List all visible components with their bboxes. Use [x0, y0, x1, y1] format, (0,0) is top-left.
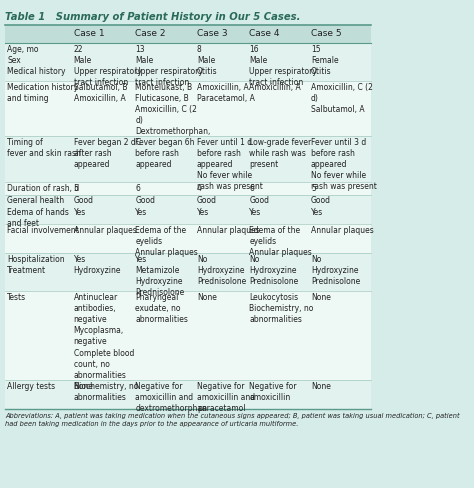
- Text: Annular plaques: Annular plaques: [73, 226, 137, 235]
- Text: None: None: [197, 293, 217, 302]
- Text: No
Hydroxyzine
Prednisolone: No Hydroxyzine Prednisolone: [311, 255, 360, 286]
- Text: Duration of rash, d: Duration of rash, d: [7, 184, 79, 193]
- Text: Medication history
and timing: Medication history and timing: [7, 83, 78, 103]
- Text: Yes
Hydroxyzine: Yes Hydroxyzine: [73, 255, 121, 275]
- Text: Leukocytosis
Biochemistry, no
abnormalities: Leukocytosis Biochemistry, no abnormalit…: [249, 293, 314, 324]
- Bar: [5, 25, 371, 43]
- Text: Amoxicillin, A
Paracetamol, A: Amoxicillin, A Paracetamol, A: [197, 83, 255, 103]
- Text: Timing of
fever and skin rash: Timing of fever and skin rash: [7, 138, 81, 158]
- Text: 13
Male
Upper respiratory
tract infection: 13 Male Upper respiratory tract infectio…: [135, 45, 203, 87]
- Text: 5: 5: [73, 184, 79, 193]
- Text: Good
Yes: Good Yes: [249, 197, 269, 217]
- Bar: [5, 182, 371, 195]
- Text: 6: 6: [135, 184, 140, 193]
- Text: Edema of the
eyelids
Annular plaques: Edema of the eyelids Annular plaques: [135, 226, 198, 257]
- Bar: [5, 291, 371, 380]
- Text: Case 4: Case 4: [249, 29, 280, 39]
- Bar: [5, 224, 371, 253]
- Text: Good
Yes: Good Yes: [135, 197, 155, 217]
- Bar: [5, 253, 371, 291]
- Text: Negative for
amoxicillin and
paracetamol: Negative for amoxicillin and paracetamol: [197, 382, 255, 413]
- Text: Table 1   Summary of Patient History in Our 5 Cases.: Table 1 Summary of Patient History in Ou…: [5, 12, 301, 22]
- Text: 6: 6: [249, 184, 254, 193]
- Text: Good
Yes: Good Yes: [197, 197, 217, 217]
- Text: 16
Male
Upper respiratory
tract infection: 16 Male Upper respiratory tract infectio…: [249, 45, 317, 87]
- Text: Salbutamol, B
Amoxicillin, A: Salbutamol, B Amoxicillin, A: [73, 83, 127, 103]
- Text: Negative for
amoxicillin and
dextromethorphan: Negative for amoxicillin and dextrometho…: [135, 382, 207, 413]
- Text: Amoxicillin, C (2
d)
Salbutamol, A: Amoxicillin, C (2 d) Salbutamol, A: [311, 83, 373, 114]
- Text: Case 1: Case 1: [73, 29, 104, 39]
- Text: 15
Female
Otitis: 15 Female Otitis: [311, 45, 338, 76]
- Text: Good
Yes: Good Yes: [311, 197, 331, 217]
- Bar: [5, 380, 371, 409]
- Text: Hospitalization
Treatment: Hospitalization Treatment: [7, 255, 65, 275]
- Text: Facial involvement: Facial involvement: [7, 226, 79, 235]
- Text: Fever began 2 d
after rash
appeared: Fever began 2 d after rash appeared: [73, 138, 136, 169]
- Text: Montelukast, B
Fluticasone, B
Amoxicillin, C (2
d)
Dextromethorphan,
C: Montelukast, B Fluticasone, B Amoxicilli…: [135, 83, 210, 147]
- Text: Edema of the
eyelids
Annular plaques: Edema of the eyelids Annular plaques: [249, 226, 312, 257]
- Text: Tests: Tests: [7, 293, 26, 302]
- Text: Case 2: Case 2: [135, 29, 166, 39]
- Text: Antinuclear
antibodies,
negative
Mycoplasma,
negative
Complete blood
count, no
a: Antinuclear antibodies, negative Mycopla…: [73, 293, 138, 402]
- Bar: [5, 43, 371, 81]
- Text: Fever began 6h
before rash
appeared: Fever began 6h before rash appeared: [135, 138, 195, 169]
- Text: Good
Yes: Good Yes: [73, 197, 94, 217]
- Text: None: None: [311, 382, 331, 391]
- Text: Abbreviations: A, patient was taking medication when the cutaneous signs appeare: Abbreviations: A, patient was taking med…: [5, 413, 460, 427]
- Bar: [5, 195, 371, 224]
- Text: Amoxicillin, A: Amoxicillin, A: [249, 83, 301, 92]
- Text: 22
Male
Upper respiratory
tract infection: 22 Male Upper respiratory tract infectio…: [73, 45, 142, 87]
- Text: None: None: [311, 293, 331, 302]
- Text: Low-grade fever
while rash was
present: Low-grade fever while rash was present: [249, 138, 311, 169]
- Text: Allergy tests: Allergy tests: [7, 382, 55, 391]
- Text: Annular plaques: Annular plaques: [311, 226, 374, 235]
- Text: Fever until 3 d
before rash
appeared
No fever while
rash was present: Fever until 3 d before rash appeared No …: [311, 138, 377, 191]
- Text: Pharyngeal
exudate, no
abnormalities: Pharyngeal exudate, no abnormalities: [135, 293, 188, 324]
- Text: Age, mo
Sex
Medical history: Age, mo Sex Medical history: [7, 45, 65, 76]
- Text: 4: 4: [197, 184, 202, 193]
- Bar: [5, 136, 371, 182]
- Text: Negative for
amoxicillin: Negative for amoxicillin: [249, 382, 297, 402]
- Text: None: None: [73, 382, 93, 391]
- Text: No
Hydroxyzine
Prednisolone: No Hydroxyzine Prednisolone: [197, 255, 246, 286]
- Text: 5: 5: [311, 184, 316, 193]
- Text: Yes
Metamizole
Hydroxyzine
Prednisolone: Yes Metamizole Hydroxyzine Prednisolone: [135, 255, 184, 298]
- Text: General health
Edema of hands
and feet: General health Edema of hands and feet: [7, 197, 69, 227]
- Text: Case 5: Case 5: [311, 29, 342, 39]
- Text: Case 3: Case 3: [197, 29, 228, 39]
- Text: Fever until 1 d
before rash
appeared
No fever while
rash was present: Fever until 1 d before rash appeared No …: [197, 138, 263, 191]
- Text: Annular plaques: Annular plaques: [197, 226, 260, 235]
- Bar: [5, 81, 371, 136]
- Text: 8
Male
Otitis: 8 Male Otitis: [197, 45, 218, 76]
- Text: No
Hydroxyzine
Prednisolone: No Hydroxyzine Prednisolone: [249, 255, 299, 286]
